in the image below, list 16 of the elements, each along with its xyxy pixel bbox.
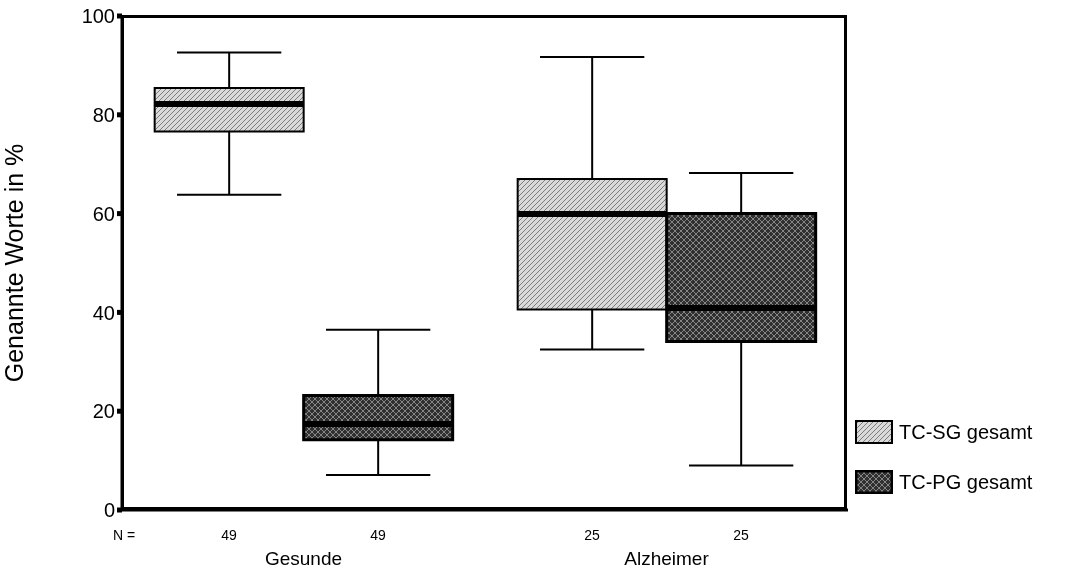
x-tick-label: Alzheimer bbox=[624, 548, 710, 569]
y-tick-label: 60 bbox=[92, 202, 115, 225]
x-tick-label: Gesunde bbox=[264, 548, 343, 569]
legend-label: TC-PG gesamt bbox=[899, 470, 1033, 494]
text: 25 bbox=[584, 527, 601, 543]
y-axis-title: Genannte Worte in % bbox=[0, 143, 28, 383]
y-tick-label: 80 bbox=[92, 103, 115, 126]
text: 25 bbox=[733, 527, 749, 543]
legend-label: TC-SG gesamt bbox=[899, 420, 1033, 444]
text: N = bbox=[112, 527, 136, 543]
text: 49 bbox=[221, 527, 238, 543]
y-tick-label: 40 bbox=[92, 301, 115, 324]
text: 49 bbox=[370, 527, 386, 543]
y-tick-label: 0 bbox=[103, 499, 115, 522]
y-tick-label: 20 bbox=[92, 400, 115, 423]
y-tick-label: 100 bbox=[81, 5, 115, 28]
